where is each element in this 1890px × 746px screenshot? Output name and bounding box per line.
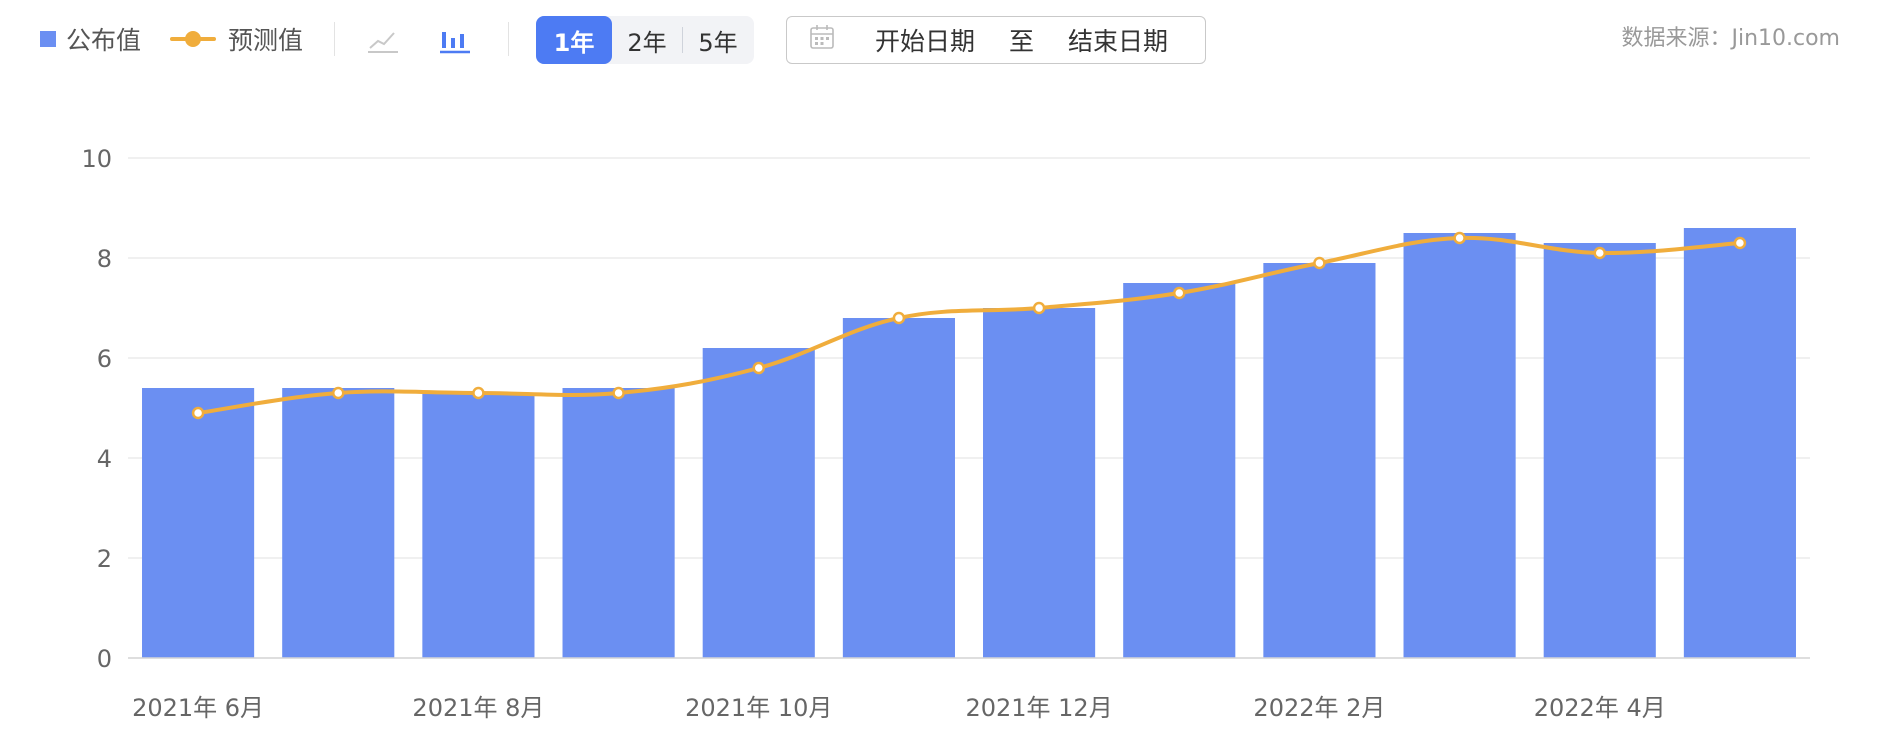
forecast-point [1173,286,1186,300]
x-tick-label: 2022年 2月 [1253,694,1385,722]
bar-published [1123,283,1236,658]
legend-forecast-label: 预测值 [228,26,304,55]
y-tick-label: 8 [97,245,112,273]
toolbar-divider [334,22,335,56]
x-tick-label: 2021年 10月 [685,694,832,722]
x-tick-label: 2022年 4月 [1534,694,1666,722]
period-option-1y[interactable]: 1年 [536,16,612,64]
bar-published [1263,263,1376,658]
bar-published [142,388,255,658]
start-date-field[interactable]: 开始日期 [875,27,976,56]
forecast-point [472,386,485,400]
data-source-label: 数据来源：Jin10.com [1621,26,1840,51]
legend-published[interactable]: 公布值 [40,22,141,56]
y-tick-label: 0 [97,645,112,673]
x-tick-label: 2021年 6月 [132,694,264,722]
y-tick-label: 10 [81,145,112,173]
period-option-5y[interactable]: 5年 [698,28,738,57]
calendar-icon [809,24,835,56]
bar-published [422,393,535,658]
legend-forecast-swatch [170,31,216,47]
forecast-point [612,386,625,400]
bar-published [1683,228,1796,658]
forecast-point [191,406,205,420]
bar-published [842,318,955,658]
end-date-field[interactable]: 结束日期 [1068,27,1169,56]
forecast-point [892,311,906,325]
bar-published [562,388,675,658]
bar-published [1403,233,1516,658]
x-tick-label: 2021年 12月 [965,694,1112,722]
legend-forecast[interactable]: 预测值 [170,22,303,56]
bar-published [983,308,1096,658]
forecast-point [332,386,345,400]
forecast-point [1032,301,1046,315]
forecast-point [1593,246,1606,260]
line-chart-icon[interactable] [364,22,404,56]
chart-toolbar: 公布值 预测值 1年 2年 5年 [0,0,1890,80]
date-range-picker[interactable]: 开始日期 至 结束日期 [786,16,1206,64]
legend-published-swatch [40,31,56,47]
x-tick-label: 2021年 8月 [412,694,544,722]
period-option-2y[interactable]: 2年 [627,28,667,57]
legend-published-label: 公布值 [66,26,142,55]
bar-published [282,388,395,658]
forecast-point [1313,256,1326,270]
forecast-line [197,235,1741,415]
bar-chart-icon[interactable] [436,22,476,56]
bar-published [702,348,815,658]
period-selector: 1年 2年 5年 [536,16,754,64]
forecast-point [1453,231,1466,245]
date-range-separator: 至 [1009,27,1035,56]
y-tick-label: 4 [97,445,112,473]
y-tick-label: 6 [97,345,112,373]
forecast-point [752,361,765,375]
toolbar-divider [508,22,509,56]
period-divider [682,27,683,53]
bar-published [1543,243,1656,658]
forecast-point [1733,236,1747,250]
y-tick-label: 2 [97,545,112,573]
